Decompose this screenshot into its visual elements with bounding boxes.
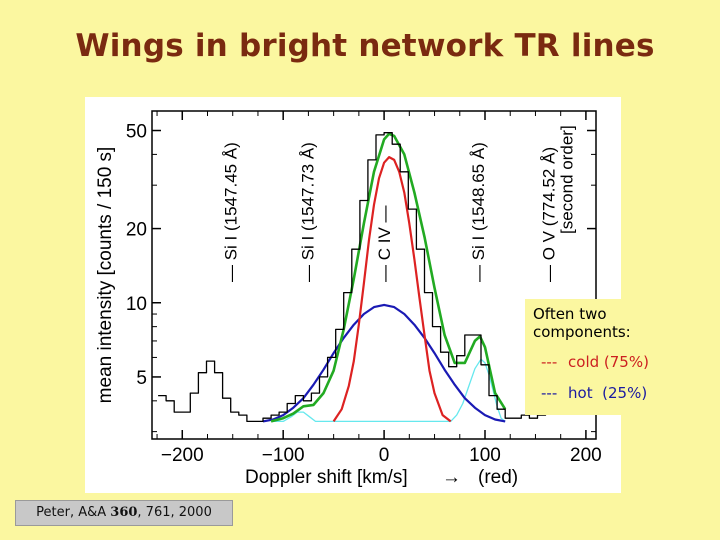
y-tick-label: 10 — [126, 294, 147, 315]
series-cold-line — [332, 156, 452, 423]
note-cold: --- cold (75%) — [541, 353, 691, 371]
y-tick-label: 20 — [126, 220, 147, 241]
series-hot-line — [262, 303, 506, 423]
spectrum-plot: — Si I (1547.45 Å) — Si I (1547.73 Å) — C … — [85, 97, 621, 493]
x-tick-label: 0 — [379, 445, 390, 466]
series-blend-line — [271, 358, 506, 423]
y-axis-label: mean intensity [counts / 150 s] — [95, 147, 116, 404]
line-marker-label-2: [second order] — [558, 125, 577, 234]
note-hot: --- hot (25%) — [541, 384, 691, 402]
note-heading: Often two components: — [533, 305, 631, 341]
series-group — [158, 132, 594, 423]
x-tick-label: 200 — [570, 445, 602, 466]
note-cold-dash: --- — [541, 353, 558, 371]
x-tick-label: 100 — [469, 445, 501, 466]
component-note: Often two components: --- cold (75%) ---… — [525, 299, 691, 415]
note-hot-label: hot (25%) — [568, 384, 648, 402]
citation-prefix: Peter, A&A — [36, 505, 111, 520]
note-hot-dash: --- — [541, 384, 558, 402]
line-markers: — Si I (1547.45 Å) — Si I (1547.73 Å) — C … — [222, 125, 577, 282]
y-tick-label: 50 — [126, 122, 147, 143]
line-marker-label: — Si I (1548.65 Å) — [469, 142, 488, 282]
x-tick-label: −100 — [262, 445, 305, 466]
plot-frame — [151, 110, 597, 440]
note-cold-label: cold (75%) — [568, 353, 649, 371]
citation: Peter, A&A 360, 761, 2000 — [15, 500, 233, 526]
x-axis-label: Doppler shift [km/s] — [245, 467, 408, 488]
x-axis-arrow: → — [442, 467, 461, 488]
citation-volume: 360 — [110, 505, 138, 520]
line-marker-label: — O V (774.52 Å) — [540, 147, 559, 282]
line-marker-label: — Si I (1547.45 Å) — [222, 142, 241, 282]
y-tick-label: 5 — [136, 368, 147, 389]
x-axis-label-suffix: (red) — [478, 467, 518, 488]
spectrum-chart-svg: — Si I (1547.45 Å) — Si I (1547.73 Å) — C … — [95, 110, 602, 488]
line-marker-label: — C IV — — [375, 205, 394, 282]
slide-title: Wings in bright network TR lines — [75, 28, 655, 64]
citation-suffix: , 761, 2000 — [137, 505, 212, 520]
x-tick-label: −200 — [161, 445, 204, 466]
line-marker-label: — Si I (1547.73 Å) — [298, 142, 317, 282]
series-observed-line — [158, 132, 594, 423]
axis-ticks: −200 −100 0 100 200 5 10 20 50 — [126, 111, 602, 466]
